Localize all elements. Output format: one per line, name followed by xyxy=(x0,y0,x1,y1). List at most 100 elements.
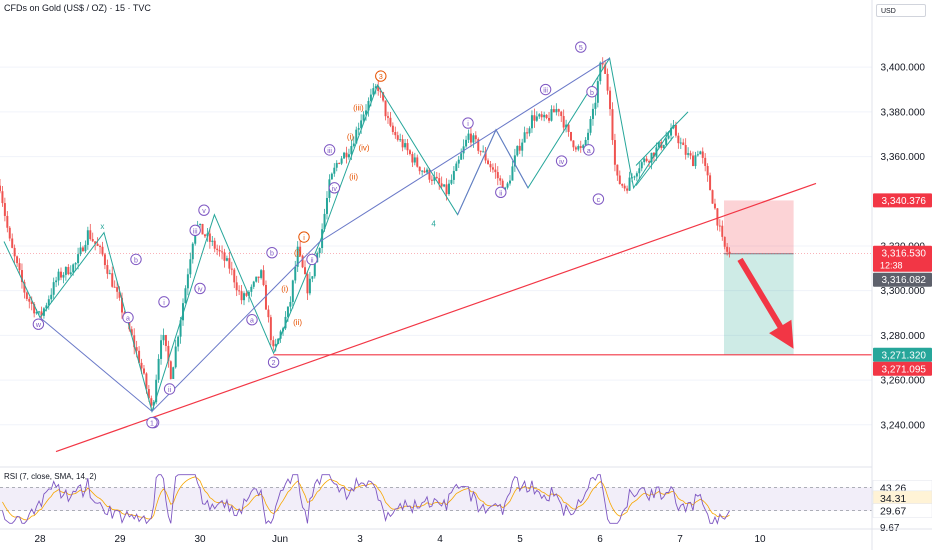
candle-body xyxy=(640,162,643,169)
candle-body xyxy=(189,259,192,275)
candle-body xyxy=(601,62,604,65)
candle-body xyxy=(111,273,114,287)
candle-body xyxy=(116,287,119,292)
candle-body xyxy=(318,247,321,254)
wave-label: x xyxy=(100,222,104,231)
candle-body xyxy=(384,100,387,117)
candle-body xyxy=(704,157,707,166)
candle-body xyxy=(513,155,516,167)
candle-body xyxy=(274,343,277,347)
wave-label: i xyxy=(467,121,469,128)
wave-label: ii xyxy=(168,387,172,394)
price-axis-bg xyxy=(872,0,932,465)
candle-body xyxy=(674,124,677,136)
candle-body xyxy=(399,139,402,141)
wave-label-circle xyxy=(246,314,258,326)
countdown-value: 12:38 xyxy=(880,261,903,271)
candle-body xyxy=(0,185,1,192)
candle-body xyxy=(96,243,99,246)
candle-body xyxy=(374,86,377,89)
candle-body xyxy=(345,152,348,158)
candle-body xyxy=(289,301,292,307)
candle-body xyxy=(430,179,433,181)
candle-body xyxy=(6,215,9,228)
channel-lower-line xyxy=(635,136,674,186)
candle-body xyxy=(557,109,560,112)
symbol-title[interactable]: CFDs on Gold (US$ / OZ) · 15 · TVC xyxy=(4,3,151,13)
price-tick-label: 3,260.000 xyxy=(881,376,926,387)
wave-label: ii xyxy=(310,257,314,264)
candle-body xyxy=(548,117,551,121)
candle-body xyxy=(343,152,346,159)
candle-body xyxy=(716,208,719,226)
candle-body xyxy=(79,247,82,255)
candle-body xyxy=(574,147,577,150)
candle-body xyxy=(582,145,585,148)
wave-label-circle xyxy=(495,186,507,199)
price-axis[interactable]: 3,400.0003,380.0003,360.0003,320.0003,30… xyxy=(871,0,932,550)
candle-body xyxy=(652,152,655,157)
rsi-tag xyxy=(872,503,932,518)
candle-body xyxy=(230,268,233,270)
candle-body xyxy=(338,162,341,164)
candle-body xyxy=(20,270,23,283)
candle-body xyxy=(606,73,609,91)
candle-body xyxy=(182,303,185,321)
rsi-band xyxy=(0,487,872,511)
candle-body xyxy=(567,124,570,132)
candle-body xyxy=(1,191,4,204)
candle-body xyxy=(221,251,224,253)
candle-body xyxy=(89,230,92,240)
wave-label-circle xyxy=(462,117,474,129)
candle-body xyxy=(347,154,350,158)
price-tag xyxy=(873,361,932,376)
time-axis[interactable]: 28 29 30 Jun 3 4 5 6 7 10 xyxy=(0,528,932,545)
candle-body xyxy=(369,94,372,101)
candle-body xyxy=(633,176,636,178)
candle-body xyxy=(355,129,358,144)
wave-label: i xyxy=(303,235,305,242)
candle-body xyxy=(47,299,50,306)
candle-body xyxy=(172,367,175,379)
candle-body xyxy=(650,152,653,163)
trend-lines[interactable] xyxy=(0,182,872,453)
candle-body xyxy=(140,362,143,369)
candle-body xyxy=(530,115,533,129)
candle-body xyxy=(506,183,509,188)
candle-body xyxy=(423,170,426,173)
candle-body xyxy=(477,139,480,151)
candle-body xyxy=(528,128,531,134)
candle-body xyxy=(3,203,6,216)
candle-body xyxy=(643,158,646,163)
candle-body xyxy=(501,180,504,192)
currency-button[interactable]: USD xyxy=(876,4,926,17)
candle-body xyxy=(201,223,204,235)
candle-body xyxy=(296,246,299,267)
wave-label-circle xyxy=(163,383,176,395)
last-price-value: 3,316.530 xyxy=(882,249,927,260)
price-tag-label: 3,340.376 xyxy=(882,196,927,207)
candle-body xyxy=(357,128,360,130)
candle-body xyxy=(618,175,621,184)
candle-body xyxy=(569,131,572,141)
price-tag-label: 3,316.082 xyxy=(882,275,927,286)
candle-body xyxy=(33,304,36,314)
candle-body xyxy=(69,272,72,275)
wave-label: i xyxy=(163,300,165,307)
candle-body xyxy=(469,133,472,143)
price-tag xyxy=(873,193,932,208)
wave-label-circle xyxy=(32,318,45,330)
candle-body xyxy=(408,150,411,155)
channel-upper-line xyxy=(635,111,689,166)
candle-body xyxy=(684,145,687,155)
candle-body xyxy=(691,155,694,167)
time-tick-label: 30 xyxy=(194,534,206,545)
time-tick-label: 28 xyxy=(34,534,46,545)
wave-label: (ii) xyxy=(349,173,358,182)
wave-label: iii xyxy=(543,88,548,95)
rsi-title[interactable]: RSI (7, close, SMA, 14, 2) xyxy=(4,472,96,481)
candle-body xyxy=(30,301,33,305)
candle-body xyxy=(589,119,592,133)
rsi-tag-label: 29.67 xyxy=(880,506,906,518)
